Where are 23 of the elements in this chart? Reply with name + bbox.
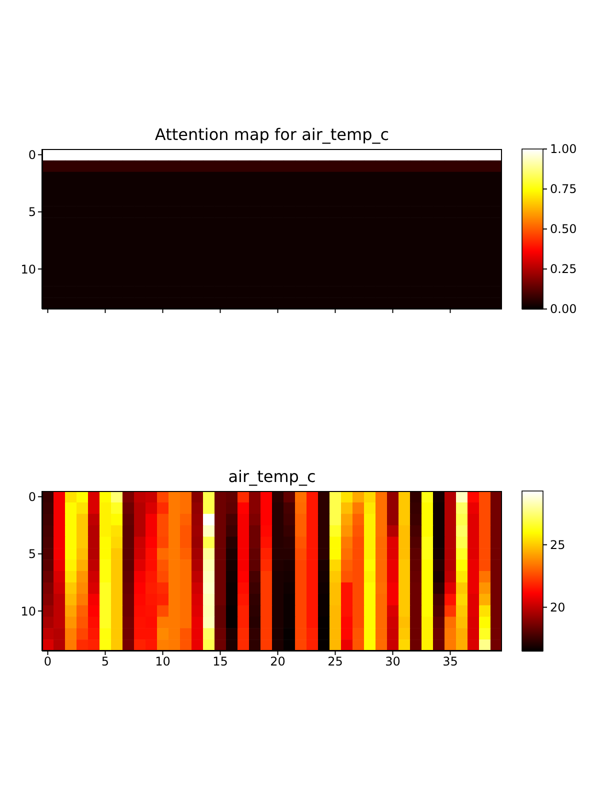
x-tick-label: 30 xyxy=(385,654,400,669)
y-tick-label: 0 xyxy=(28,490,36,504)
chart-title: air_temp_c xyxy=(227,467,317,486)
color-bar-label: 0.25 xyxy=(550,262,577,276)
chart-title: Attention map for air_temp_c xyxy=(154,125,390,144)
color-bar-label: 0.00 xyxy=(550,302,577,316)
x-tick-label: 5 xyxy=(101,654,110,669)
color-bar-label: 1.00 xyxy=(550,142,577,156)
color-bar-label: 0.50 xyxy=(550,222,577,236)
y-tick-label: 10 xyxy=(20,604,36,618)
x-tick-label: 25 xyxy=(328,654,343,669)
y-tick-label: 5 xyxy=(28,205,36,220)
x-tick-label: 35 xyxy=(442,654,458,669)
y-tick-label: 10 xyxy=(20,262,36,276)
y-tick-label: 0 xyxy=(28,148,36,162)
color-bar-label: 25 xyxy=(550,538,566,552)
x-tick-label: 20 xyxy=(270,654,286,669)
x-tick-label: 0 xyxy=(44,654,52,669)
color-bar-label: 0.75 xyxy=(550,182,577,196)
x-tick-label: 10 xyxy=(155,654,170,669)
y-tick-label: 5 xyxy=(28,547,36,562)
color-bar-label: 20 xyxy=(550,600,566,614)
x-tick-label: 15 xyxy=(212,654,228,669)
